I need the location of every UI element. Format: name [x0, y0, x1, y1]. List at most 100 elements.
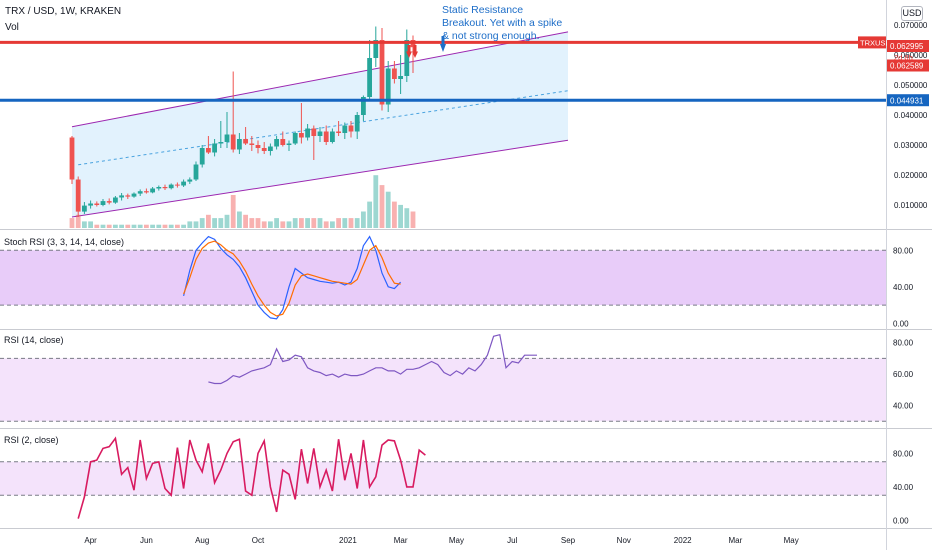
volume-bar — [199, 218, 205, 228]
candle-body — [243, 139, 248, 144]
rsi14-series-line — [208, 333, 537, 385]
candle-body — [75, 179, 81, 212]
price-tick-label: 0.060000 — [894, 51, 928, 60]
volume-bar — [113, 224, 118, 228]
stoch-title: Stoch RSI (3, 3, 14, 14, close) — [4, 237, 124, 247]
volume-bar — [144, 224, 149, 228]
second-price-badge: 0.062589 — [890, 62, 924, 71]
candle-body — [156, 187, 162, 189]
candle-body — [255, 145, 261, 148]
volume-bar — [255, 218, 261, 228]
volume-bar — [82, 221, 87, 228]
candle-body — [348, 125, 354, 132]
candle-body — [379, 40, 385, 105]
volume-bar — [367, 201, 372, 228]
volume-bar — [392, 201, 397, 228]
volume-bar — [373, 175, 379, 228]
volume-bar — [224, 214, 230, 228]
rsi2-tick-label: 80.00 — [893, 449, 914, 458]
annotation-line: Breakout. Yet with a spike — [442, 17, 563, 29]
candle-body — [299, 133, 304, 138]
stoch-rsi-panel[interactable]: Stoch RSI (3, 3, 14, 14, close) — [0, 235, 886, 320]
candle-body — [305, 128, 310, 138]
volume-bar — [150, 224, 155, 228]
volume-bar — [379, 185, 385, 228]
time-axis-label: Apr — [84, 536, 97, 545]
volume-bar — [249, 218, 255, 228]
volume-bar — [69, 218, 75, 228]
resistance-arrow-icon — [412, 45, 418, 58]
volume-bar — [280, 221, 286, 228]
volume-bar — [398, 204, 403, 228]
stoch-tick-label: 0.00 — [893, 319, 909, 328]
candle-body — [144, 191, 149, 193]
time-axis-label: Sep — [561, 536, 576, 545]
rsi2-tick-label: 0.00 — [893, 516, 909, 525]
volume-bar — [230, 195, 236, 228]
volume-bar — [330, 221, 335, 228]
volume-bar — [299, 218, 304, 228]
volume-bar — [305, 218, 310, 228]
volume-bar — [342, 218, 348, 228]
rsi2-title: RSI (2, close) — [4, 435, 59, 445]
candle-body — [237, 139, 242, 150]
candle-body — [261, 148, 267, 151]
volume-bar — [404, 208, 410, 228]
rsi2-band-fill — [0, 461, 886, 496]
volume-bar — [131, 224, 137, 228]
stoch-band-fill — [0, 250, 886, 306]
volume-bar — [156, 224, 162, 228]
candle-body — [187, 179, 193, 182]
volume-bar — [75, 214, 81, 228]
volume-bar — [317, 218, 323, 228]
rsi14-panel[interactable]: RSI (14, close) — [0, 333, 886, 422]
volume-bar — [323, 221, 329, 228]
candle-body — [230, 134, 236, 150]
candle-body — [404, 40, 410, 76]
volume-bar — [106, 224, 112, 228]
resistance-arrow-icon — [406, 45, 412, 58]
volume-bar — [336, 218, 341, 228]
price-tick-label: 0.010000 — [894, 201, 928, 210]
volume-bar — [162, 224, 168, 228]
volume-bar — [274, 218, 279, 228]
symbol-badge-bg — [858, 36, 886, 49]
candle-body — [206, 148, 211, 153]
candle-body — [88, 203, 93, 206]
candle-body — [212, 143, 217, 153]
volume-bar — [410, 211, 416, 228]
volume-bar — [243, 214, 248, 228]
time-axis-label: Oct — [252, 536, 265, 545]
candle-body — [131, 193, 137, 197]
candle-body — [249, 143, 255, 145]
time-axis-label: May — [449, 536, 464, 545]
time-axis-label: Jun — [140, 536, 153, 545]
volume-bar — [88, 221, 93, 228]
currency-button[interactable]: USD — [901, 6, 923, 21]
countdown-label: 2d 8h — [894, 53, 913, 62]
volume-bar — [168, 224, 174, 228]
time-axis-label: 2021 — [339, 536, 357, 545]
stoch-series-line — [183, 235, 402, 320]
breakout-arrow-icon — [440, 36, 446, 52]
candle-body — [69, 137, 75, 180]
support-price-badge-bg — [887, 94, 929, 107]
volume-bar — [212, 218, 217, 228]
volume-bar — [100, 224, 106, 228]
volume-bar — [348, 218, 354, 228]
price-tick-label: 0.050000 — [894, 81, 928, 90]
rsi2-panel[interactable]: RSI (2, close) — [0, 435, 886, 519]
channel-upper-line — [71, 31, 569, 128]
rsi2-tick-label: 40.00 — [893, 483, 914, 492]
annotation-line: & not strong enough. — [442, 30, 540, 42]
stoch-tick-label: 80.00 — [893, 246, 914, 255]
volume-bar — [286, 221, 292, 228]
rsi14-tick-label: 60.00 — [893, 370, 914, 379]
price-tick-label: 0.020000 — [894, 171, 928, 180]
rsi14-band-fill — [0, 358, 886, 422]
candle-body — [280, 139, 286, 145]
candle-body — [361, 97, 366, 115]
price-panel[interactable] — [0, 26, 886, 229]
candle-body — [392, 68, 397, 79]
